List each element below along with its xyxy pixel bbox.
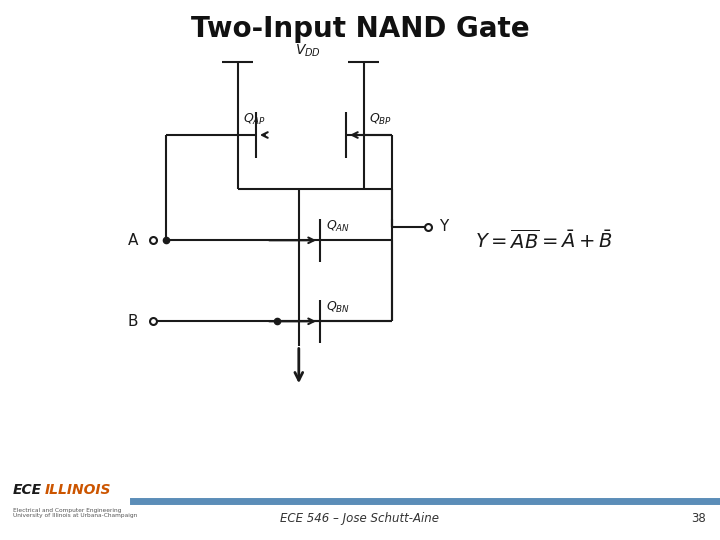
Text: ILLINOIS: ILLINOIS (45, 483, 111, 497)
Text: $Q_{BN}$: $Q_{BN}$ (326, 300, 351, 315)
Text: $V_{DD}$: $V_{DD}$ (294, 43, 321, 59)
Text: 38: 38 (691, 512, 706, 525)
Text: B: B (127, 314, 138, 329)
Text: Two-Input NAND Gate: Two-Input NAND Gate (191, 15, 529, 43)
Text: Y: Y (439, 219, 449, 234)
Text: $Q_{AP}$: $Q_{AP}$ (243, 112, 266, 127)
Text: Electrical and Computer Engineering
University of Illinois at Urbana-Champaign: Electrical and Computer Engineering Univ… (13, 508, 138, 518)
Text: ECE 546 – Jose Schutt-Aine: ECE 546 – Jose Schutt-Aine (281, 512, 439, 525)
Text: $Q_{BP}$: $Q_{BP}$ (369, 112, 392, 127)
Text: $Y = \overline{AB} = \bar{A} + \bar{B}$: $Y = \overline{AB} = \bar{A} + \bar{B}$ (474, 228, 613, 252)
Text: $Q_{AN}$: $Q_{AN}$ (326, 219, 351, 234)
Text: ECE: ECE (13, 483, 42, 497)
Text: A: A (128, 233, 138, 248)
